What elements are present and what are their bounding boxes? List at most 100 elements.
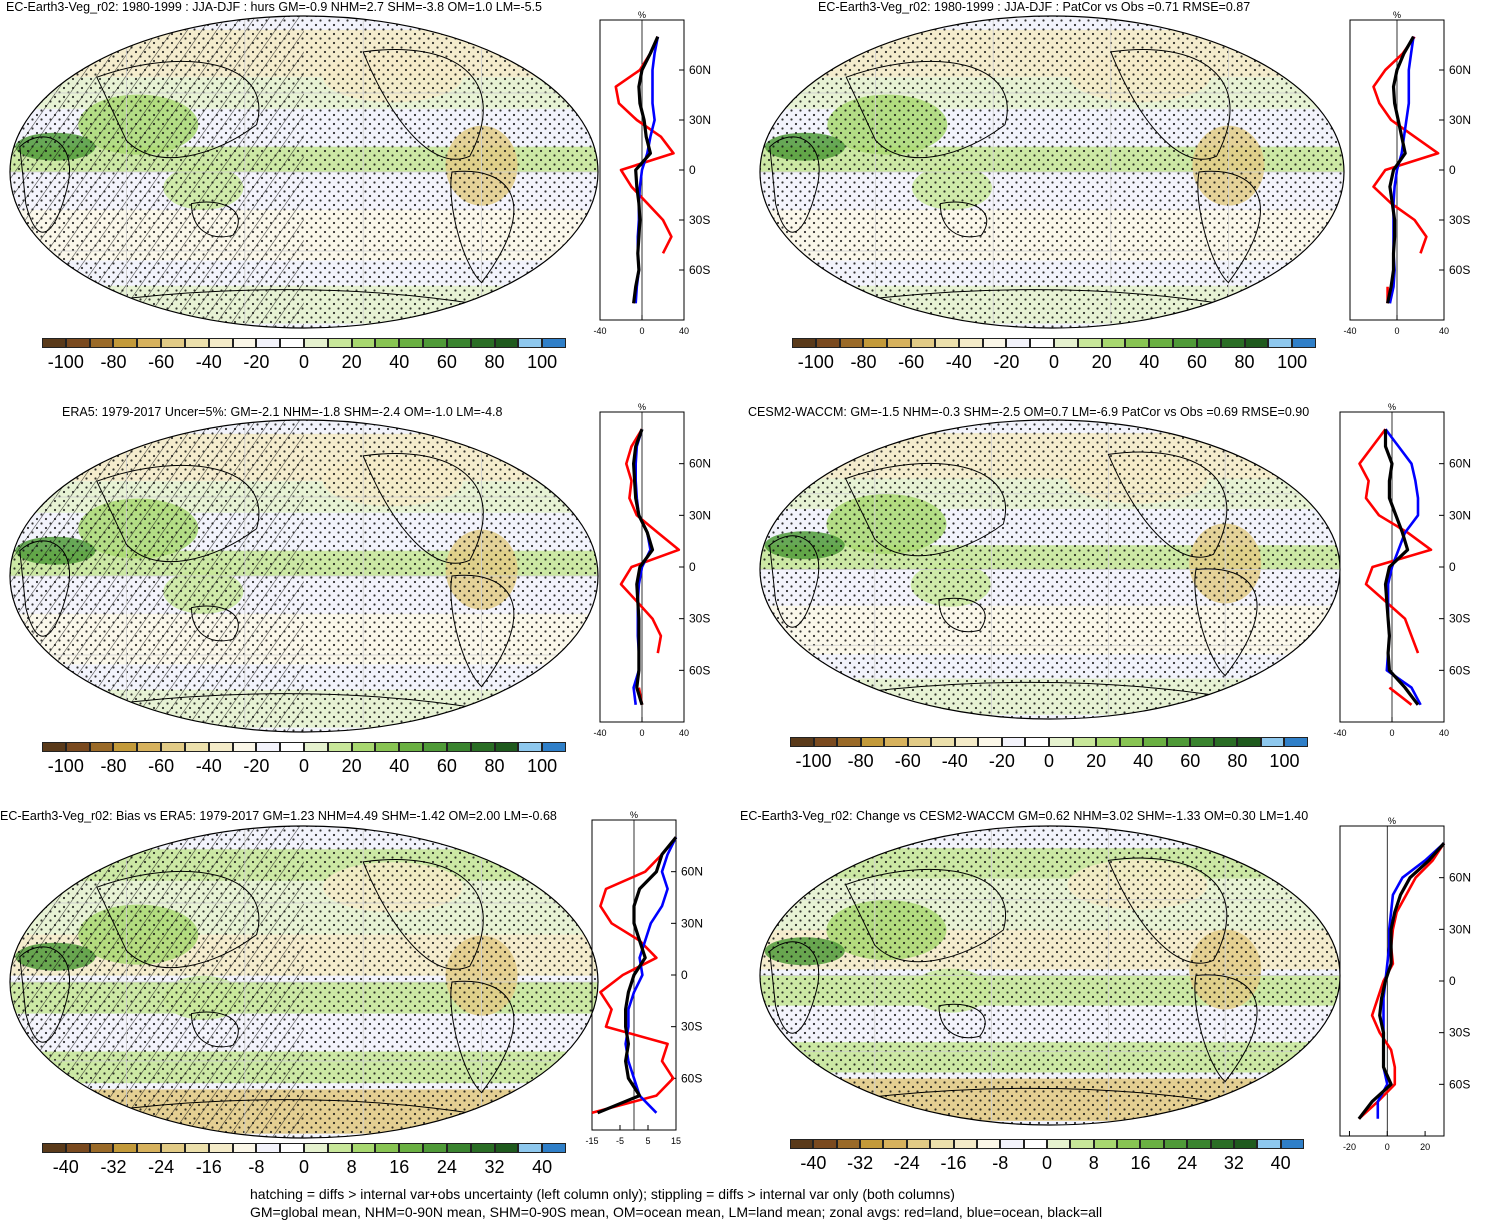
map-panel-4 [759, 419, 1341, 720]
colorbar-swatch [1072, 737, 1097, 747]
colorbar-swatch [1025, 737, 1049, 747]
colorbar-swatch [1190, 737, 1214, 747]
zonal-line-all [1386, 35, 1415, 304]
colorbar-swatch [208, 1143, 233, 1153]
colorbar-swatch [65, 742, 90, 752]
coastline [1107, 857, 1228, 964]
lat-tick-label: 60N [689, 457, 711, 471]
colorbar-swatch [399, 338, 424, 348]
map-panel-3 [9, 419, 599, 733]
colorbar-swatch [256, 1143, 281, 1153]
colorbar-swatch [232, 742, 257, 752]
colorbar-swatch [42, 1143, 66, 1153]
map-border [9, 419, 599, 733]
colorbar-5: -40 -32 -24 -16 -8 0 8 16 24 32 40 [42, 1143, 566, 1177]
zonal-plot-5: % 60N 30N 0 30S 60S -15 -5 5 15 [585, 810, 703, 1146]
lat-tick-label: 0 [689, 560, 696, 574]
colorbar-tick-label: 0 [1043, 751, 1055, 771]
colorbar-tick-label: 40 [389, 756, 410, 776]
colorbar-swatch [184, 742, 209, 752]
zonal-plot-3: % 60N 30N 0 30S 60S -40 0 40 [593, 402, 711, 738]
colorbar-tick-label: 40 [532, 1157, 553, 1177]
colorbar-swatch [1077, 338, 1102, 348]
colorbar-swatch [790, 737, 814, 747]
lat-tick-label: 30S [1449, 213, 1470, 227]
x-tick-label: 0 [639, 728, 644, 738]
colorbar-swatch [304, 742, 328, 752]
colorbar-swatch [978, 737, 1002, 747]
colorbar-swatch [883, 1139, 907, 1149]
coastline [450, 980, 515, 1094]
colorbar-swatch [351, 742, 376, 752]
coastline [844, 868, 1006, 963]
colorbar-tick-label: -100 [47, 756, 84, 776]
coastline [769, 535, 819, 628]
colorbar-tick-label: -16 [940, 1153, 967, 1173]
lat-tick-label: 30N [681, 916, 703, 930]
colorbar-swatch [1163, 1139, 1188, 1149]
coastline [938, 1003, 986, 1039]
coastline [96, 464, 260, 563]
colorbar-tick-label: 40 [389, 352, 410, 372]
colorbar-tick-label: 16 [389, 1157, 410, 1177]
colorbar-swatch [256, 338, 281, 348]
colorbar-swatch [423, 742, 447, 752]
colorbar-swatch [137, 742, 162, 752]
colorbar-tick-label: -80 [847, 751, 874, 771]
colorbar-tick-label: 16 [1130, 1153, 1151, 1173]
colorbar-tick-label: -20 [993, 352, 1020, 372]
colorbar-swatch [375, 1143, 400, 1153]
colorbar-swatch [375, 338, 400, 348]
panel-title-6: EC-Earth3-Veg_r02: Change vs CESM2-WACCM… [740, 809, 1309, 823]
colorbar-tick-label: -40 [195, 352, 222, 372]
zonal-line-ocean [624, 836, 678, 1114]
colorbar-1: -100 -80 -60 -40 -20 0 20 40 60 80 100 [42, 338, 566, 372]
colorbar-swatch [790, 1139, 814, 1149]
colorbar-swatch [89, 338, 114, 348]
colorbar-swatch [518, 338, 543, 348]
coastline [19, 136, 70, 233]
colorbar-swatch [494, 338, 519, 348]
x-tick-label: 0 [1394, 326, 1399, 336]
zonal-line-all [596, 836, 678, 1115]
colorbar-tick-label: -100 [47, 352, 84, 372]
coastline [874, 681, 1226, 698]
colorbar-swatch [930, 1139, 954, 1149]
colorbar-tick-label: 0 [1048, 352, 1060, 372]
colorbar-swatch [423, 1143, 447, 1153]
colorbar-swatch [1119, 737, 1144, 747]
lat-tick-label: 0 [689, 163, 696, 177]
colorbar-swatch [1284, 737, 1308, 747]
coastline [1197, 170, 1261, 284]
map-border [759, 15, 1345, 329]
colorbar-tick-label: -80 [100, 352, 127, 372]
colorbar-swatch [1257, 1139, 1281, 1149]
colorbar-swatch [911, 338, 935, 348]
colorbar-swatch [65, 338, 90, 348]
colorbar-tick-label: 100 [527, 352, 558, 372]
coastline [845, 60, 1008, 159]
colorbar-tick-label: -40 [941, 751, 968, 771]
colorbar-swatch [65, 1143, 90, 1153]
coastline [126, 1099, 482, 1116]
colorbar-swatch [1001, 737, 1026, 747]
coastline [362, 453, 484, 564]
colorbar-swatch [208, 338, 233, 348]
unit-label: % [1388, 816, 1396, 826]
colorbar-tick-label: -80 [100, 756, 127, 776]
colorbar-swatch [1244, 338, 1269, 348]
colorbar-tick-label: -100 [797, 352, 834, 372]
colorbar-swatch [446, 338, 471, 348]
colorbar-tick-label: 100 [527, 756, 558, 776]
lat-tick-label: 0 [1449, 163, 1456, 177]
colorbar-tick-label: 0 [298, 756, 310, 776]
colorbar-swatch [1006, 338, 1031, 348]
colorbar-swatch [113, 742, 138, 752]
colorbar-tick-label: 20 [341, 756, 362, 776]
colorbar-tick-label: -60 [898, 352, 925, 372]
map-panel-6 [759, 825, 1341, 1126]
colorbar-4: -100 -80 -60 -40 -20 0 20 40 60 80 100 [790, 737, 1308, 771]
colorbar-swatch [399, 742, 424, 752]
colorbar-tick-label: -60 [894, 751, 921, 771]
colorbar-swatch [375, 742, 400, 752]
